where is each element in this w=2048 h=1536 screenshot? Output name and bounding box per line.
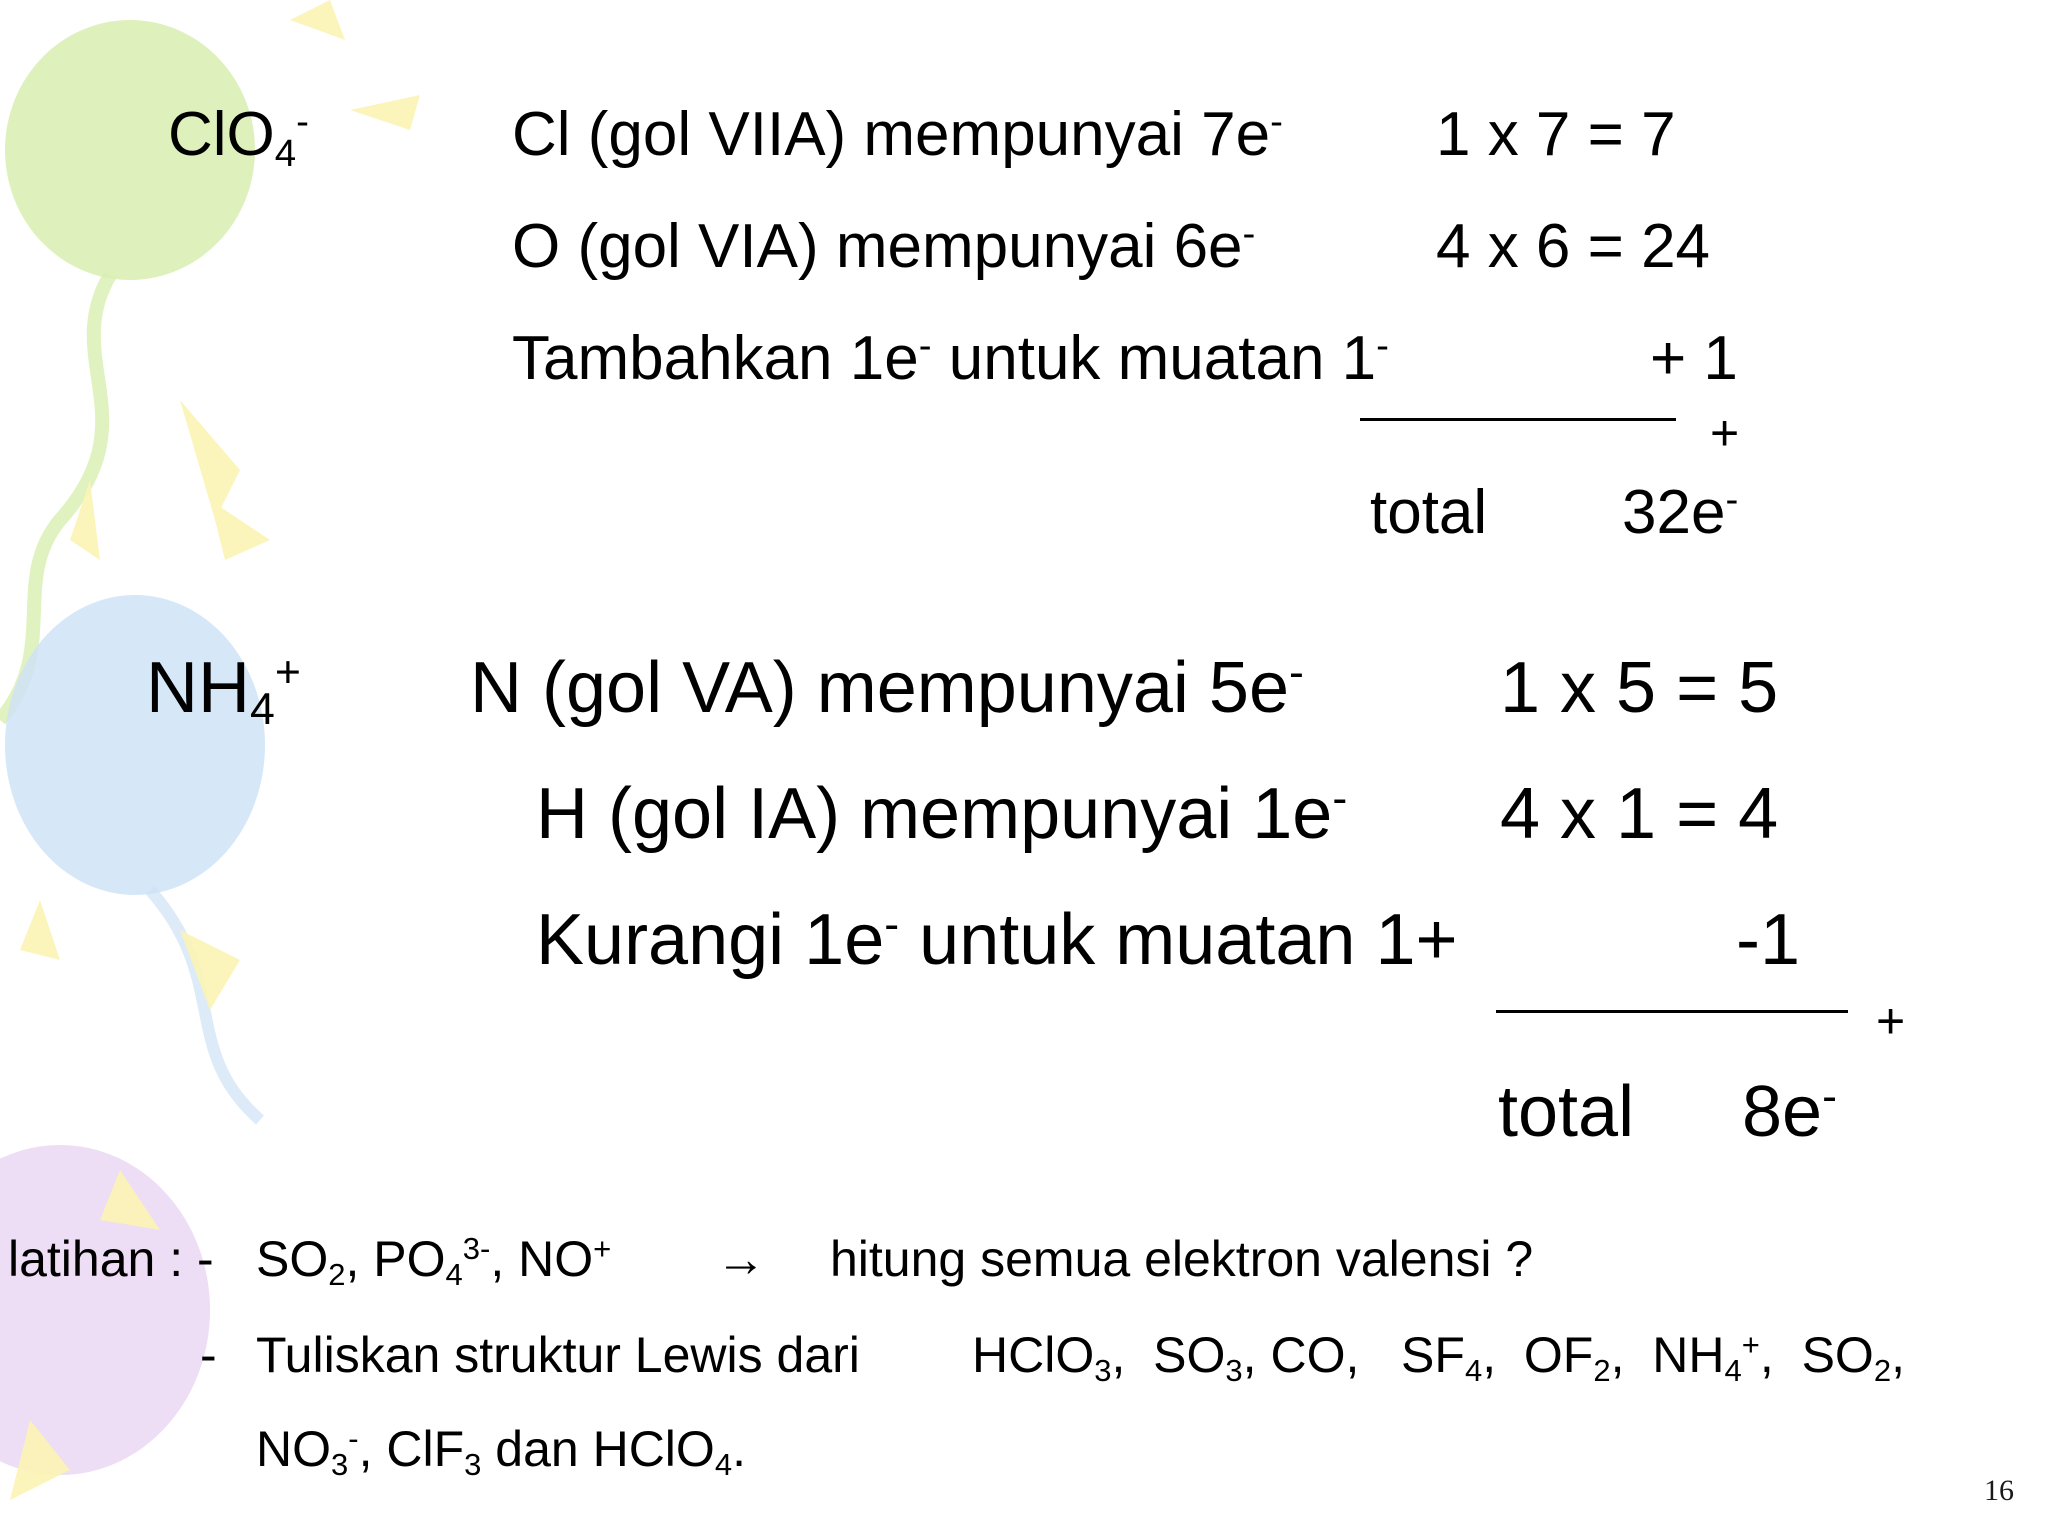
- clo4-row2-label: O (gol VIA) mempunyai 6e-: [512, 211, 1256, 281]
- blue-balloon: [5, 595, 265, 1125]
- green-balloon: [0, 20, 255, 725]
- nh4-row2-label: H (gol IA) mempunyai 1e-: [536, 774, 1348, 854]
- clo4-row3-label: Tambahkan 1e- untuk muatan 1-: [512, 323, 1389, 393]
- nh4-plus-sign: +: [1876, 993, 1906, 1049]
- exercise-label: latihan : -: [8, 1231, 214, 1287]
- clo4-row2-calc: 4 x 6 = 24: [1436, 212, 1711, 281]
- nh4-ion-formula: NH4+: [146, 648, 301, 735]
- nh4-row1-label: N (gol VA) mempunyai 5e-: [470, 648, 1304, 728]
- page-number: 16: [1984, 1474, 2014, 1507]
- nh4-sum-line: [1496, 1010, 1848, 1013]
- clo4-total-value: 32e-: [1622, 477, 1739, 547]
- arrow-icon: →: [716, 1231, 766, 1287]
- nh4-row3-calc: -1: [1736, 900, 1801, 980]
- clo4-row1-label: Cl (gol VIIA) mempunyai 7e-: [512, 99, 1283, 169]
- exercise-line1: SO2, PO43-, NO+: [256, 1230, 612, 1292]
- clo4-row3-calc: + 1: [1650, 324, 1738, 393]
- exercise-line3: NO3-, ClF3 dan HClO4.: [256, 1420, 746, 1482]
- clo4-ion-formula: ClO4-: [168, 99, 309, 175]
- yellow-rays: [10, 0, 420, 1500]
- nh4-row3-label: Kurangi 1e- untuk muatan 1+: [536, 900, 1458, 980]
- exercise-question: hitung semua elektron valensi ?: [830, 1231, 1534, 1287]
- clo4-row1-calc: 1 x 7 = 7: [1436, 100, 1676, 169]
- nh4-total-label: total: [1498, 1072, 1635, 1152]
- exercise-dash: -: [200, 1327, 217, 1383]
- nh4-total-value: 8e-: [1742, 1072, 1837, 1152]
- clo4-sum-line: [1360, 418, 1676, 421]
- nh4-row2-calc: 4 x 1 = 4: [1500, 774, 1779, 854]
- nh4-row1-calc: 1 x 5 = 5: [1500, 648, 1779, 728]
- clo4-total-label: total: [1370, 478, 1488, 547]
- exercise-line2-text: Tuliskan struktur Lewis dari: [256, 1327, 860, 1383]
- exercise-line2-formulas: HClO3, SO3, CO, SF4, OF2, NH4+, SO2,: [972, 1326, 1905, 1388]
- clo4-plus-sign: +: [1710, 405, 1740, 461]
